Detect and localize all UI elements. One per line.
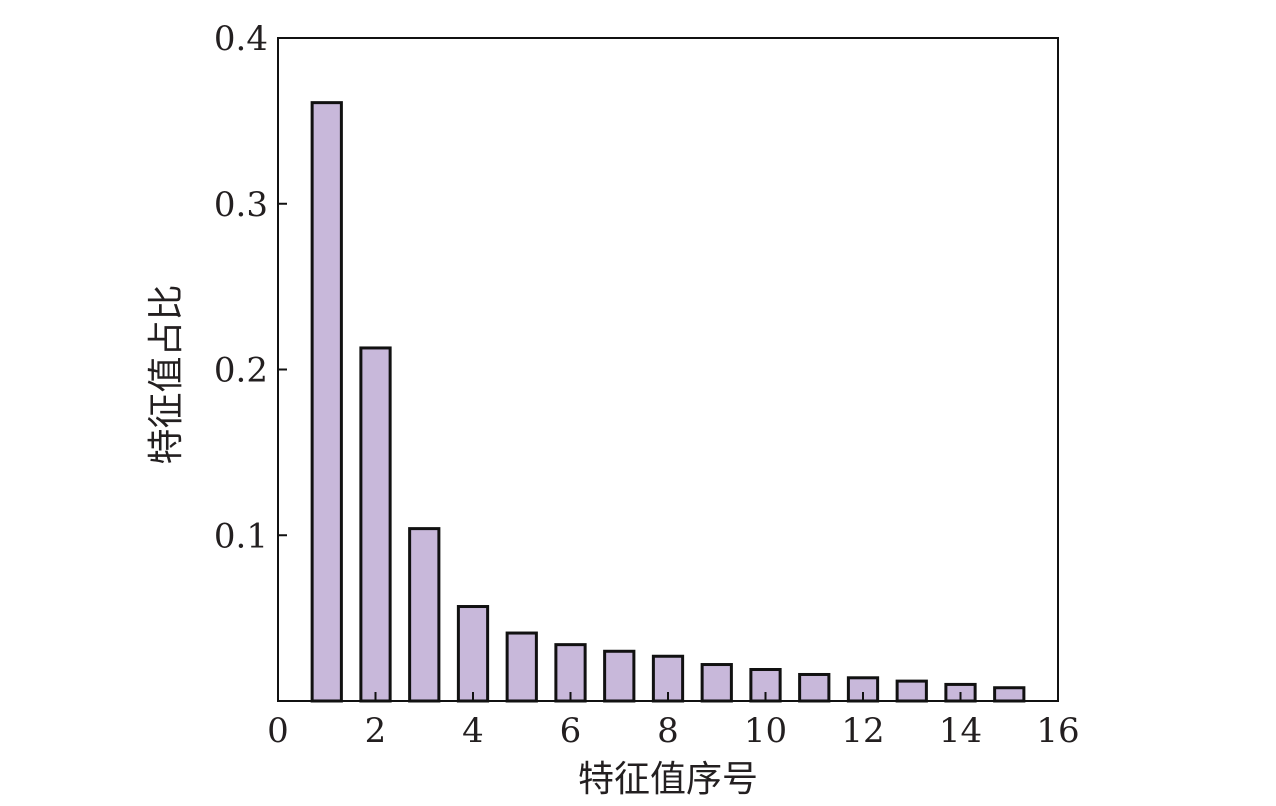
bar-4 (456, 605, 490, 703)
bar-9 (700, 663, 733, 703)
x-tick-label: 0 (267, 711, 289, 751)
bar-15 (993, 686, 1026, 703)
x-tick-label: 14 (939, 711, 982, 751)
ticks-layer (277, 37, 1059, 701)
bar-5 (505, 631, 538, 703)
bar-2 (359, 346, 392, 703)
x-tick-label: 6 (560, 711, 582, 751)
y-tick-label: 0.1 (214, 516, 268, 556)
x-tick-label: 16 (1036, 711, 1079, 751)
plot-frame (277, 37, 1059, 702)
x-tick-label: 12 (841, 711, 884, 751)
x-tick-label: 10 (744, 711, 787, 751)
bar-7 (603, 649, 636, 703)
x-axis-title: 特征值序号 (578, 759, 758, 800)
x-tick-label: 8 (657, 711, 679, 751)
bar-1 (310, 101, 343, 703)
bar-11 (798, 672, 831, 703)
x-tick-label: 4 (462, 711, 484, 751)
x-tick-label: 2 (365, 711, 387, 751)
bars-layer (310, 101, 1026, 703)
tick-labels-layer: 0.1 0.2 0.3 0.4 0 2 4 6 8 10 12 14 16 (214, 19, 1080, 751)
bar-13 (895, 679, 928, 703)
y-tick-label: 0.4 (214, 19, 268, 59)
y-tick-label: 0.3 (214, 185, 268, 225)
y-tick-label: 0.2 (214, 351, 268, 391)
bar-3 (408, 527, 441, 703)
y-axis-title: 特征值占比 (146, 284, 187, 464)
